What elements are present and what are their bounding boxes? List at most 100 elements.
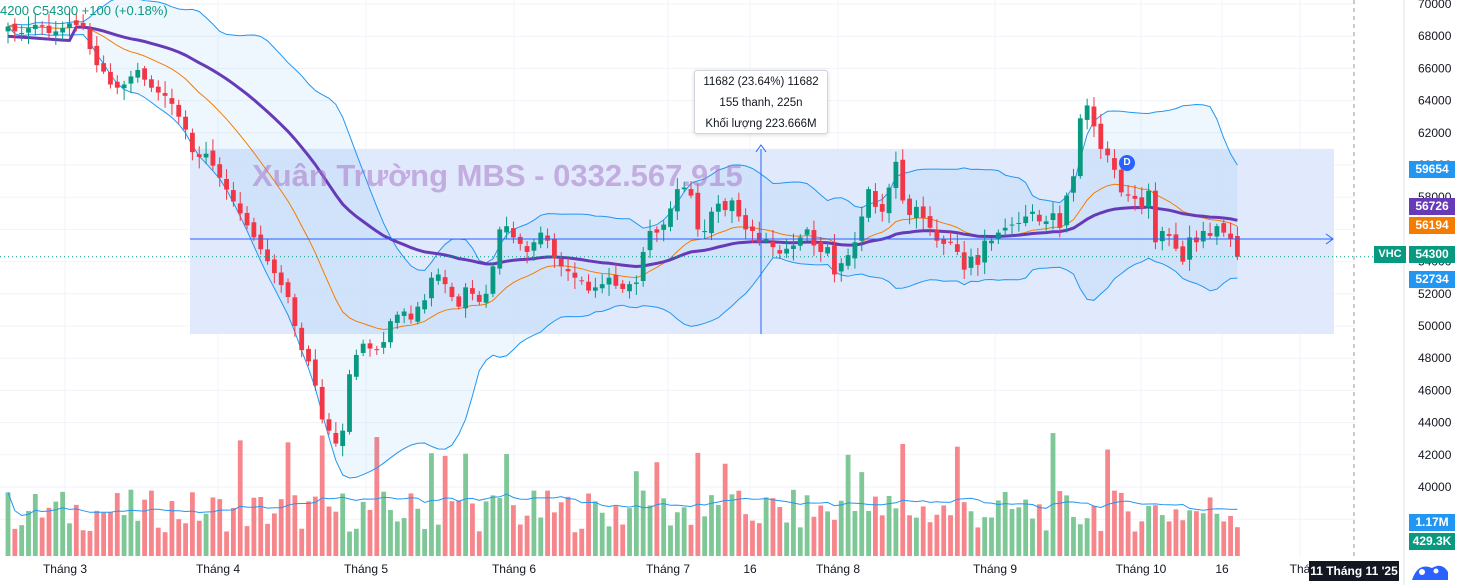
candle-body (1132, 195, 1138, 199)
candle-body (319, 386, 325, 420)
volume-bar (565, 496, 571, 556)
volume-bar (927, 522, 933, 556)
candle-body (613, 274, 619, 286)
candle-body (1194, 237, 1199, 243)
dividend-badge[interactable]: D (1119, 155, 1135, 171)
volume-bar (401, 518, 407, 556)
price-axis[interactable]: 7000068000660006400062000600005800056000… (1418, 0, 1452, 526)
candle-body (347, 374, 352, 432)
candle-body (934, 230, 940, 241)
candle-body (367, 343, 373, 349)
y-tick-label: 70000 (1418, 0, 1452, 11)
volume-bar (832, 519, 837, 556)
candle-body (340, 430, 346, 447)
volume-bar (722, 463, 728, 556)
volume-bar (415, 508, 421, 556)
candle-body (511, 228, 516, 238)
ma-long-line (7, 25, 1238, 269)
candle-body (620, 283, 626, 289)
volume-bar (538, 517, 544, 556)
volume-bar (292, 495, 298, 556)
volume-bar (1071, 517, 1076, 556)
candle-body (832, 245, 837, 275)
ma-short-tag: 56194 (1409, 217, 1455, 234)
volume-bar (859, 472, 865, 556)
x-tick-label: Tháng 8 (816, 562, 860, 576)
volume-bar (1002, 491, 1008, 556)
time-axis[interactable]: Tháng 3 Tháng 4 Tháng 5 Tháng 6 Tháng 7 16 Thá… (43, 562, 1311, 576)
volume-bar (572, 532, 578, 556)
volume-bar (108, 512, 113, 556)
candle-body (80, 22, 86, 27)
candle-body (101, 63, 107, 72)
x-tick-label: Tháng 6 (492, 562, 536, 576)
crosshair-date-tag: 11 Tháng 11 '25 (1309, 561, 1399, 581)
candle-body (989, 240, 994, 244)
volume-bar (743, 514, 749, 556)
candle-body (866, 189, 871, 218)
y-tick-label: 66000 (1418, 61, 1452, 75)
volume-bar (524, 515, 530, 556)
candle-body (217, 164, 223, 178)
volume-bar (517, 524, 523, 556)
candle-body (1105, 148, 1111, 156)
measure-up-arrow-icon (755, 144, 767, 153)
candle-body (1036, 214, 1042, 222)
volume-tag: 429.3K (1409, 533, 1455, 550)
volume-bar (196, 520, 202, 556)
candle-body (599, 284, 605, 289)
candle-body (825, 247, 830, 254)
candle-body (647, 231, 653, 251)
ma-long-tag: 56726 (1409, 198, 1455, 215)
candle-body (995, 232, 1001, 240)
candle-body (845, 255, 851, 266)
measure-tooltip: 11682 (23.64%) 11682 155 thanh, 225n Khố… (694, 70, 828, 134)
volume-bar (702, 516, 708, 556)
volume-bar (1125, 511, 1131, 556)
candle-body (326, 419, 332, 431)
volume-bar (429, 453, 434, 556)
volume-bar (770, 498, 776, 556)
volume-bar (1091, 505, 1097, 556)
volume-bar (1187, 510, 1192, 556)
candle-body (1057, 213, 1063, 228)
y-tick-label: 64000 (1418, 94, 1452, 108)
volume-bar (982, 517, 988, 556)
volume-bar (709, 495, 714, 556)
volume-bar (1166, 521, 1172, 556)
candle-body (558, 258, 564, 267)
candle-body (183, 116, 188, 130)
volume-bar (128, 489, 134, 556)
volume-bar (1084, 518, 1090, 556)
candle-body (982, 240, 988, 263)
volume-bar (825, 511, 830, 556)
volume-bar (1118, 492, 1124, 556)
volume-bar (39, 517, 45, 556)
volume-bar (586, 493, 591, 556)
y-tick-label: 48000 (1418, 351, 1452, 365)
volume-bar (353, 528, 359, 556)
candle-body (1050, 213, 1056, 220)
upper-band-tag: 59654 (1409, 161, 1455, 178)
candle-body (770, 241, 776, 248)
candle-body (190, 132, 195, 153)
volume-bar (633, 471, 639, 556)
volume-bar (333, 511, 339, 556)
volume-bar (319, 435, 325, 556)
candle-body (162, 93, 168, 96)
volume-bar (531, 490, 537, 556)
volume-bar (961, 502, 967, 556)
candle-body (633, 282, 639, 284)
candle-body (729, 200, 735, 212)
candle-body (94, 45, 100, 66)
candle-body (108, 71, 113, 85)
volume-bar (1098, 530, 1104, 556)
volume-bar (224, 531, 229, 556)
candle-body (531, 242, 537, 251)
volume-bar (1159, 515, 1165, 556)
candle-body (1084, 105, 1090, 120)
volume-bar (688, 524, 694, 556)
x-tick-label: Tháng 10 (1116, 562, 1167, 576)
watermark: Xuân Trường MBS - 0332.567.915 (252, 158, 743, 193)
